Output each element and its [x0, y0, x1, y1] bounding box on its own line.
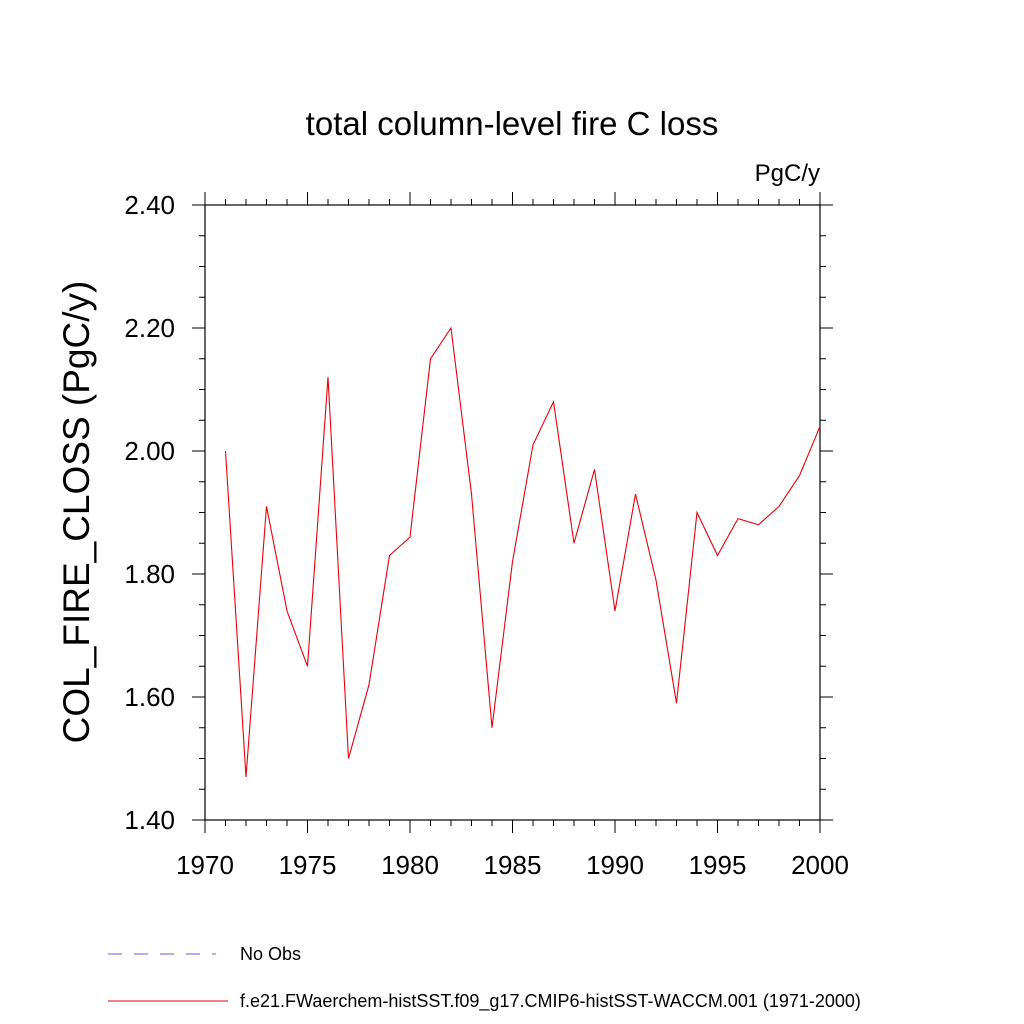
- x-tick-label: 1970: [176, 850, 234, 880]
- legend-label-no-obs: No Obs: [240, 944, 301, 964]
- y-axis-ticks: [192, 204, 833, 821]
- y-tick-label: 1.60: [124, 682, 175, 712]
- series-group: [224, 326, 821, 777]
- series-line: [224, 326, 821, 777]
- y-tick-label: 1.40: [124, 805, 175, 835]
- x-tick-label: 2000: [791, 850, 849, 880]
- units-label: PgC/y: [755, 160, 820, 187]
- y-tick-label: 2.40: [124, 190, 175, 220]
- y-axis-tick-labels: 1.40 1.60 1.80 2.00 2.20 2.40: [124, 190, 175, 835]
- y-tick-label: 1.80: [124, 559, 175, 589]
- legend: No Obs f.e21.FWaerchem-histSST.f09_g17.C…: [108, 944, 861, 1012]
- x-tick-label: 1975: [279, 850, 337, 880]
- x-tick-label: 1995: [689, 850, 747, 880]
- x-axis-tick-labels: 1970 1975 1980 1985 1990 1995 2000: [176, 850, 849, 880]
- x-axis-ticks: [204, 192, 821, 833]
- y-tick-label: 2.20: [124, 313, 175, 343]
- x-tick-label: 1990: [586, 850, 644, 880]
- legend-label-model: f.e21.FWaerchem-histSST.f09_g17.CMIP6-hi…: [240, 991, 861, 1012]
- y-tick-label: 2.00: [124, 436, 175, 466]
- y-axis-label: COL_FIRE_CLOSS (PgC/y): [56, 281, 97, 744]
- x-tick-label: 1985: [484, 850, 542, 880]
- chart-title: total column-level fire C loss: [306, 105, 719, 142]
- plot-frame: [204, 204, 821, 821]
- x-tick-label: 1980: [381, 850, 439, 880]
